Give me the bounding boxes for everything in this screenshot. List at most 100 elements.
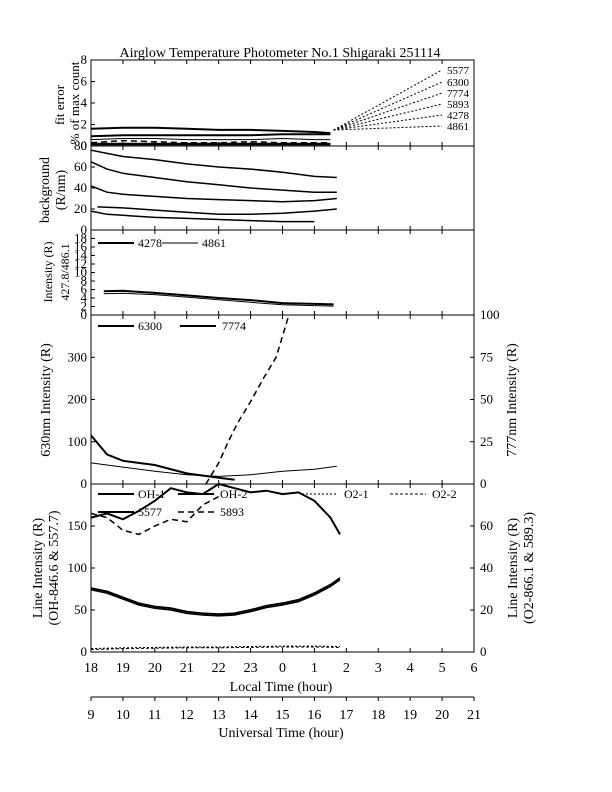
- blue-ylabel-1: Intensity (R): [41, 242, 55, 303]
- red-legend: 6300 7774: [98, 319, 246, 333]
- background-ylabel-1: background: [38, 157, 53, 223]
- local-tick-label: 19: [116, 661, 130, 676]
- local-tick-label: 2: [343, 661, 350, 676]
- series-blue-intensity-4861: [103, 292, 334, 307]
- y-tick-label: 0: [81, 644, 88, 659]
- fit-leader-6300: [333, 81, 443, 131]
- series-line-intensity-OH-2: [90, 579, 341, 617]
- red-ylabel: 630nm Intensity (R): [39, 343, 54, 457]
- series-background-bg4: [97, 206, 337, 216]
- y-tick-label: 75: [480, 349, 493, 364]
- y-tick-label: 40: [480, 560, 493, 575]
- series-red-intensity-6300-rise: [205, 314, 290, 485]
- y-tick-label: 20: [480, 602, 493, 617]
- y-tick-label: 6: [81, 74, 88, 89]
- series-fit-error-7774: [90, 137, 331, 141]
- y-tick-label: 16: [74, 239, 88, 254]
- y-tick-label: 200: [68, 392, 88, 407]
- fit-leader-7774: [333, 92, 443, 131]
- series-line-intensity-O2-2: [90, 646, 341, 650]
- y-tick-label: 50: [480, 392, 493, 407]
- ut-tick-label: 16: [307, 708, 321, 723]
- fit-leader-5893: [333, 103, 443, 131]
- legend-oh1: OH-1: [138, 487, 165, 501]
- ut-tick-label: 10: [116, 708, 130, 723]
- local-time-label: Local Time (hour): [230, 680, 333, 695]
- fit-label-5577: 5577: [447, 65, 470, 77]
- y-tick-label: 150: [68, 518, 88, 533]
- local-tick-label: 1: [311, 661, 318, 676]
- fit-label-4278: 4278: [447, 110, 470, 122]
- y-tick-label: 8: [81, 273, 88, 288]
- local-tick-label: 5: [439, 661, 446, 676]
- blue-legend: 4278 4861: [98, 236, 226, 250]
- legend-7774: 7774: [222, 319, 246, 333]
- series-line-intensity-5577: [90, 482, 341, 535]
- y-tick-label: 2: [81, 299, 88, 314]
- y-tick-label: 40: [74, 180, 87, 195]
- y-tick-label: 60: [74, 159, 87, 174]
- fit-error-ylabel-1: fit error: [52, 84, 67, 125]
- y-tick-label: 50: [74, 602, 87, 617]
- series-line-intensity-O2-1: [90, 645, 341, 650]
- ut-tick-label: 14: [244, 708, 258, 723]
- panel-frame-0: [90, 59, 475, 147]
- local-tick-label: 3: [375, 661, 382, 676]
- y-tick-label: 2: [81, 117, 88, 132]
- y-tick-label: 0: [81, 138, 88, 153]
- background-ylabel-2: (R/nm): [54, 169, 69, 210]
- fit-label-5893: 5893: [447, 99, 470, 111]
- y-tick-label: 10: [74, 265, 87, 280]
- y-tick-label: 14: [74, 248, 88, 263]
- legend-4278: 4278: [138, 236, 162, 250]
- y-tick-label: 100: [480, 307, 500, 322]
- legend-6300: 6300: [138, 319, 162, 333]
- y-tick-label: 60: [480, 518, 493, 533]
- ut-label: Universal Time (hour): [218, 726, 344, 741]
- local-tick-label: 20: [148, 661, 162, 676]
- line-ylabel-right-1: Line Intensity (R): [506, 518, 521, 619]
- fit-label-4861: 4861: [447, 121, 469, 133]
- y-tick-label: 25: [480, 434, 493, 449]
- y-tick-label: 100: [68, 434, 88, 449]
- series-line-intensity-OH-1: [90, 577, 341, 616]
- ut-tick-label: 11: [148, 708, 161, 723]
- ut-tick-label: 12: [180, 708, 194, 723]
- y-tick-label: 12: [74, 256, 87, 271]
- series-line-intensity-5893: [90, 495, 220, 536]
- legend-5577: 5577: [138, 505, 162, 519]
- y-tick-label: 300: [68, 349, 88, 364]
- legend-5893: 5893: [220, 505, 244, 519]
- series-red-intensity-6300: [90, 434, 235, 481]
- y-tick-label: 20: [74, 201, 87, 216]
- y-tick-label: 8: [81, 52, 88, 67]
- series-fit-error-6300: [90, 133, 331, 138]
- legend-4861: 4861: [202, 236, 226, 250]
- local-tick-label: 0: [279, 661, 286, 676]
- local-tick-label: 23: [244, 661, 258, 676]
- series-background-bg5: [90, 210, 315, 223]
- series-background-bg1: [90, 149, 337, 179]
- series-blue-intensity-4278: [103, 289, 334, 306]
- chart-title: Airglow Temperature Photometer No.1 Shig…: [120, 46, 441, 61]
- ut-tick-label: 13: [212, 708, 226, 723]
- y-tick-label: 4: [81, 290, 88, 305]
- local-tick-label: 21: [180, 661, 194, 676]
- series-fit-error-5893: [90, 139, 331, 144]
- local-tick-label: 18: [84, 661, 98, 676]
- ut-tick-label: 21: [467, 708, 481, 723]
- ut-tick-label: 20: [435, 708, 449, 723]
- legend-oh2: OH-2: [220, 487, 247, 501]
- y-tick-label: 0: [480, 644, 487, 659]
- y-tick-label: 0: [480, 476, 487, 491]
- series-red-intensity-7774: [90, 462, 337, 477]
- red-ylabel-right: 777nm Intensity (R): [505, 343, 520, 457]
- line-ylabel-right-2: (O2-866.1 & 589.3): [522, 512, 537, 624]
- y-tick-label: 18: [74, 231, 87, 246]
- line-legend: OH-1 OH-2 O2-1 O2-2 5577 5893: [98, 487, 457, 519]
- blue-ylabel-2: 427.8/486.1: [58, 243, 72, 300]
- fit-leader-5577: [333, 69, 443, 131]
- legend-o22: O2-2: [432, 487, 457, 501]
- local-tick-label: 4: [407, 661, 414, 676]
